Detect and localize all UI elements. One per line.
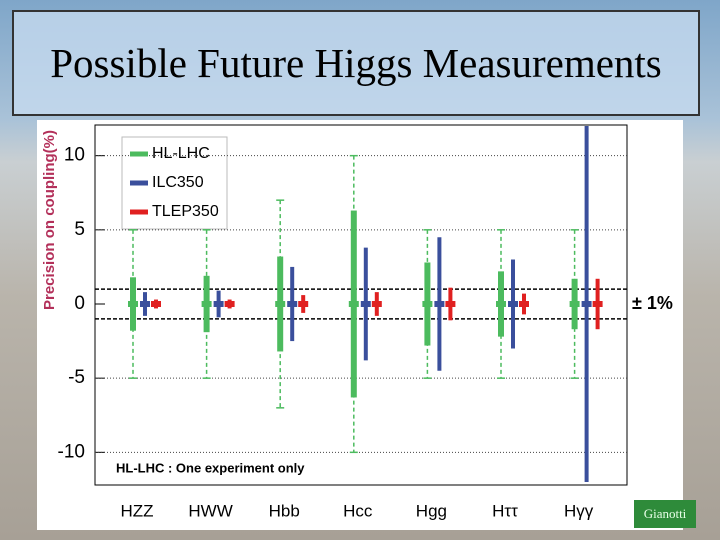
center-marker (201, 301, 212, 307)
legend-label: HL-LHC (152, 145, 210, 162)
y-tick-label: -10 (58, 441, 85, 462)
center-marker (519, 301, 529, 307)
center-marker (140, 301, 150, 307)
band-label: ± 1% (632, 293, 673, 313)
center-marker (434, 301, 445, 307)
center-marker (592, 301, 603, 307)
y-tick-label: 5 (74, 219, 85, 240)
center-marker (371, 301, 382, 307)
center-marker (224, 301, 235, 307)
center-marker (496, 301, 506, 307)
center-marker (581, 301, 592, 307)
center-marker (213, 301, 224, 307)
center-marker (422, 301, 433, 307)
slide-title: Possible Future Higgs Measurements (12, 10, 700, 116)
center-marker (128, 301, 138, 307)
center-marker (360, 301, 371, 307)
x-tick-label: Hbb (269, 501, 300, 520)
center-marker (151, 301, 161, 307)
x-tick-label: HWW (188, 501, 232, 520)
x-tick-label: HZZ (120, 501, 153, 520)
x-tick-label: Hcc (343, 501, 373, 520)
center-marker (508, 301, 518, 307)
y-axis-label: Precision on coupling(%) (41, 130, 58, 310)
plot-frame (94, 124, 628, 486)
annotation: HL-LHC : One experiment only (116, 460, 305, 475)
center-marker (275, 301, 286, 307)
center-marker (445, 301, 456, 307)
center-marker (298, 301, 309, 307)
legend-label: ILC350 (152, 174, 204, 191)
center-marker (348, 301, 359, 307)
x-tick-label: Hgg (416, 501, 447, 520)
y-tick-label: 0 (74, 293, 85, 314)
center-marker (569, 301, 580, 307)
center-marker (287, 301, 298, 307)
legend-label: TLEP350 (152, 203, 219, 220)
y-tick-label: 10 (64, 145, 85, 166)
y-tick-label: -5 (68, 367, 85, 388)
credit: Gianotti (634, 500, 696, 528)
x-tick-label: Hγγ (564, 501, 594, 520)
x-tick-label: Hττ (492, 501, 518, 520)
